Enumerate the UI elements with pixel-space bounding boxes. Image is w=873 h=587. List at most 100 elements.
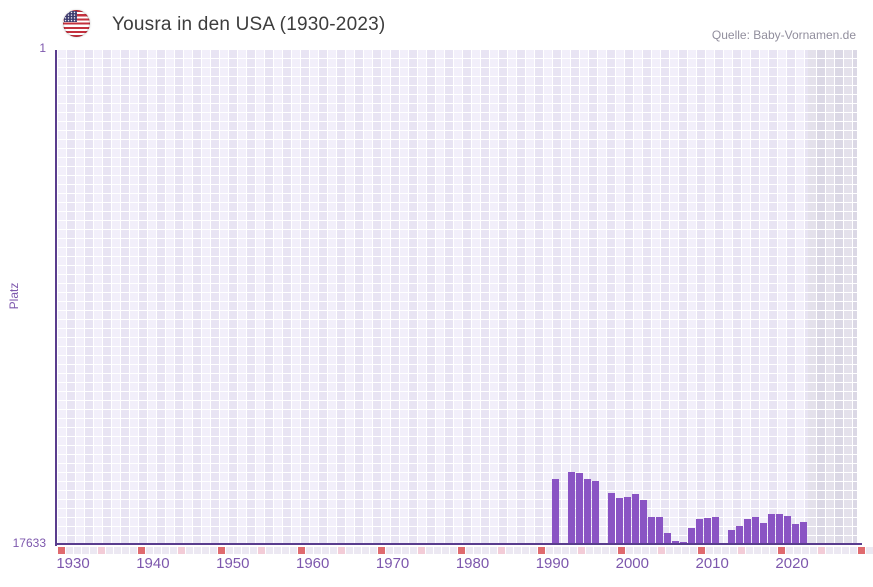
x-tick-cell [674, 547, 681, 554]
y-tick-label-bottom: 17633 [12, 536, 46, 550]
x-tick-label: 1970 [375, 555, 410, 572]
x-tick-cell [578, 547, 585, 554]
x-tick-cell [538, 547, 545, 554]
rank-bar [584, 479, 591, 545]
x-tick-cell [586, 547, 593, 554]
bars-layer [58, 50, 857, 545]
x-tick-label: 1980 [455, 555, 490, 572]
x-tick-cell [346, 547, 353, 554]
rank-bar [640, 500, 647, 545]
x-tick-cell [170, 547, 177, 554]
x-tick-cell [602, 547, 609, 554]
x-tick-label: 1990 [535, 555, 570, 572]
x-tick-strip [58, 547, 873, 554]
x-tick-cell [74, 547, 81, 554]
x-tick-cell [90, 547, 97, 554]
x-tick-cell [250, 547, 257, 554]
x-tick-cell [130, 547, 137, 554]
rank-bar [648, 517, 655, 545]
future-years-band [808, 50, 857, 545]
x-tick-cell [394, 547, 401, 554]
rank-bar [576, 473, 583, 545]
rank-bar [760, 523, 767, 545]
x-tick-cell [842, 547, 849, 554]
x-tick-cell [298, 547, 305, 554]
plot-area [58, 50, 857, 545]
x-tick-label: 1940 [136, 555, 170, 572]
rank-bar [592, 481, 599, 545]
x-tick-cell [506, 547, 513, 554]
x-tick-cell [642, 547, 649, 554]
x-tick-cell [402, 547, 409, 554]
rank-bar [704, 518, 711, 545]
x-tick-label: 1960 [296, 555, 330, 572]
x-tick-cell [66, 547, 73, 554]
x-tick-cell [58, 547, 65, 554]
x-tick-cell [290, 547, 297, 554]
x-tick-cell [178, 547, 185, 554]
x-tick-cell [186, 547, 193, 554]
x-tick-cell [330, 547, 337, 554]
x-tick-cell [482, 547, 489, 554]
x-tick-cell [618, 547, 625, 554]
x-tick-cell [194, 547, 201, 554]
x-tick-cell [666, 547, 673, 554]
x-tick-cell [706, 547, 713, 554]
us-flag-canton [64, 11, 77, 22]
rank-bar [728, 530, 735, 545]
x-tick-cell [786, 547, 793, 554]
x-tick-cell [354, 547, 361, 554]
y-axis-line [55, 50, 57, 546]
x-tick-cell [826, 547, 833, 554]
x-tick-cell [866, 547, 873, 554]
x-tick-cell [282, 547, 289, 554]
rank-bar [712, 517, 719, 545]
x-tick-cell [98, 547, 105, 554]
rank-bar [624, 497, 631, 545]
x-tick-cell [306, 547, 313, 554]
x-axis-labels: 1930 1940 1950 1960 1970 1980 1990 2000 2010 2020 [56, 554, 863, 573]
rank-bar [736, 526, 743, 545]
x-tick-cell [138, 547, 145, 554]
x-tick-cell [106, 547, 113, 554]
x-tick-cell [466, 547, 473, 554]
x-tick-cell [218, 547, 225, 554]
x-tick-cell [754, 547, 761, 554]
x-tick-cell [338, 547, 345, 554]
rank-bar [632, 494, 639, 545]
rank-bar [696, 519, 703, 545]
x-tick-cell [450, 547, 457, 554]
x-tick-cell [714, 547, 721, 554]
rank-bar [752, 517, 759, 545]
rank-bar [744, 519, 751, 545]
rank-bar [616, 498, 623, 545]
x-tick-cell [682, 547, 689, 554]
x-tick-cell [810, 547, 817, 554]
x-tick-cell [82, 547, 89, 554]
x-tick-cell [778, 547, 785, 554]
x-tick-cell [242, 547, 249, 554]
y-tick-label-top: 1 [39, 41, 46, 55]
x-tick-cell [562, 547, 569, 554]
rank-bar [800, 522, 807, 545]
x-tick-cell [722, 547, 729, 554]
x-tick-cell [762, 547, 769, 554]
x-tick-cell [650, 547, 657, 554]
x-tick-cell [522, 547, 529, 554]
x-tick-label: 1930 [56, 555, 90, 572]
x-tick-cell [426, 547, 433, 554]
x-tick-label: 1950 [216, 555, 250, 572]
x-tick-cell [162, 547, 169, 554]
rank-bar [656, 517, 663, 545]
x-tick-cell [154, 547, 161, 554]
x-tick-cell [738, 547, 745, 554]
x-tick-cell [258, 547, 265, 554]
x-tick-label: 2010 [695, 555, 729, 572]
y-axis-title: Platz [7, 282, 21, 310]
x-tick-cell [266, 547, 273, 554]
rank-bar [792, 524, 799, 545]
rank-bar [688, 528, 695, 545]
x-tick-cell [794, 547, 801, 554]
x-tick-cell [362, 547, 369, 554]
